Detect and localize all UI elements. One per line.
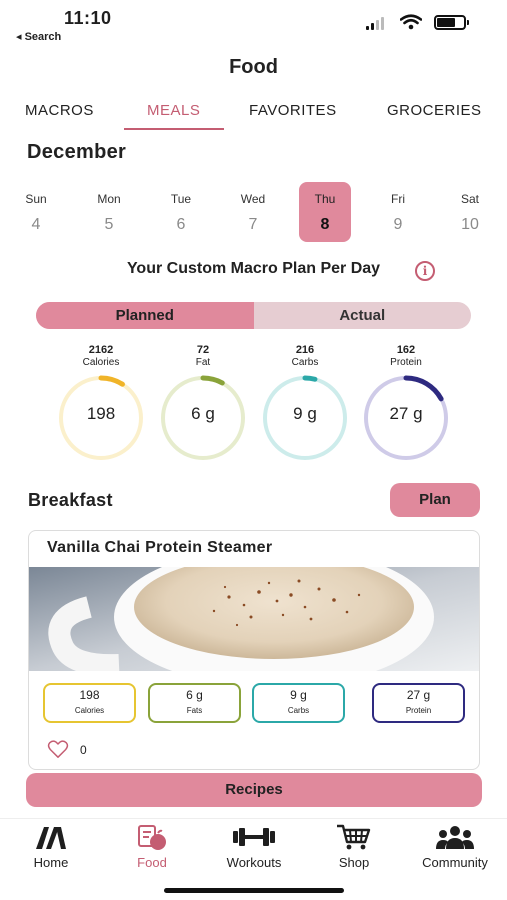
nav-label: Community (422, 855, 488, 870)
info-icon[interactable]: i (415, 261, 435, 281)
protein-progress-ring (363, 375, 449, 461)
chip-label: Calories (74, 706, 105, 715)
heart-icon[interactable] (47, 739, 69, 759)
day-sat[interactable]: Sat 10 (444, 182, 496, 242)
day-mon[interactable]: Mon 5 (83, 182, 135, 242)
day-name: Wed (240, 192, 266, 206)
macro-ring-value: 27 g (389, 404, 423, 423)
macro-plan-heading: Your Custom Macro Plan Per Day (126, 260, 381, 277)
nav-label: Shop (338, 855, 370, 870)
nav-community[interactable]: Community (410, 823, 500, 870)
recipe-fats-chip: 6 g Fats (148, 683, 241, 723)
back-to-search-link[interactable]: ◂ Search (16, 31, 62, 43)
nav-label: Home (33, 855, 69, 870)
day-wed[interactable]: Wed 7 (227, 182, 279, 242)
calories-progress-ring (58, 375, 144, 461)
tab-macros[interactable]: MACROS (25, 102, 94, 119)
community-icon (436, 826, 474, 849)
macro-name: Carbs (291, 357, 319, 368)
tab-groceries[interactable]: GROCERIES (387, 102, 482, 119)
day-name: Sat (460, 192, 479, 206)
status-time: 11:10 (64, 8, 112, 28)
planned-toggle-option[interactable]: Planned (36, 302, 254, 329)
recipe-calories-chip: 198 Calories (43, 683, 136, 723)
nav-label: Workouts (226, 855, 282, 870)
chip-value: 27 g (406, 688, 431, 702)
macro-carbs: 216 Carbs 9 g (260, 344, 350, 462)
recipe-carbs-chip: 9 g Carbs (252, 683, 345, 723)
recipe-protein-chip: 27 g Protein (372, 683, 465, 723)
macro-target: 216 (295, 344, 315, 356)
day-date: 9 (393, 216, 403, 233)
day-date: 5 (104, 216, 114, 233)
food-icon (138, 825, 166, 850)
cellular-signal-icon (366, 16, 384, 30)
week-strip: Sun 4 Mon 5 Tue 6 Wed 7 Thu 8 Fri 9 Sat 10 (0, 182, 507, 244)
home-indicator (164, 888, 344, 893)
month-label: December (27, 141, 127, 163)
recipes-button[interactable]: Recipes (26, 773, 482, 807)
macro-name: Fat (195, 357, 211, 368)
day-name: Mon (97, 192, 121, 206)
chip-value: 9 g (290, 688, 307, 702)
day-name: Sun (25, 192, 47, 206)
recipe-title: Vanilla Chai Protein Steamer (47, 539, 273, 556)
day-name: Fri (391, 192, 405, 206)
macro-ring-value: 198 (86, 404, 116, 423)
day-date: 4 (31, 216, 41, 233)
day-date: 10 (461, 216, 479, 233)
wifi-icon (400, 14, 422, 30)
bottom-navigation: Home Food Workouts Sh (0, 818, 507, 900)
nav-shop[interactable]: Shop (309, 823, 399, 870)
macro-protein: 162 Protein 27 g (361, 344, 451, 462)
dumbbell-icon (233, 828, 275, 846)
day-sun[interactable]: Sun 4 (10, 182, 62, 242)
actual-toggle-option[interactable]: Actual (339, 307, 386, 324)
tab-favorites[interactable]: FAVORITES (249, 102, 337, 119)
nav-home[interactable]: Home (6, 823, 96, 870)
nav-label: Food (137, 855, 167, 870)
day-fri[interactable]: Fri 9 (372, 182, 424, 242)
day-date: 7 (248, 216, 258, 233)
planned-actual-toggle: Planned Actual (36, 302, 471, 329)
active-tab-indicator (124, 128, 224, 130)
status-bar: 11:10 ◂ Search (0, 0, 507, 46)
chip-label: Protein (405, 706, 432, 715)
recipe-card[interactable]: Vanilla Chai Protein Steamer (28, 530, 480, 770)
macro-name: Protein (390, 357, 422, 368)
chip-label: Fats (186, 706, 203, 715)
chip-label: Carbs (287, 706, 310, 715)
meal-section-title: Breakfast (28, 490, 113, 510)
chip-value: 198 (79, 688, 100, 702)
macro-ring-value: 9 g (293, 404, 317, 423)
macro-fat: 72 Fat 6 g (158, 344, 248, 462)
carbs-progress-ring (262, 375, 348, 461)
macro-ring-value: 6 g (191, 404, 215, 423)
like-count: 0 (80, 743, 87, 757)
day-date: 6 (176, 216, 186, 233)
macro-target: 72 (196, 344, 210, 356)
recipe-photo (29, 567, 479, 671)
macro-target: 162 (396, 344, 416, 356)
day-name: Tue (170, 192, 192, 206)
day-date: 8 (320, 216, 330, 233)
tab-meals[interactable]: MEALS (147, 102, 201, 119)
day-tue[interactable]: Tue 6 (155, 182, 207, 242)
macro-name: Calories (82, 357, 120, 368)
section-tabs: MACROS MEALS FAVORITES GROCERIES (0, 96, 507, 132)
fat-progress-ring (160, 375, 246, 461)
chip-value: 6 g (186, 688, 203, 702)
page-title: Food (229, 56, 278, 78)
macro-calories: 2162 Calories 198 (56, 344, 146, 462)
plan-button[interactable]: Plan (390, 483, 480, 517)
nav-food[interactable]: Food (107, 823, 197, 870)
cart-icon (337, 824, 371, 850)
macro-target: 2162 (88, 344, 114, 356)
battery-icon (434, 15, 469, 30)
nav-workouts[interactable]: Workouts (209, 823, 299, 870)
home-logo-icon (36, 827, 66, 849)
day-thu-selected[interactable]: Thu 8 (299, 182, 351, 242)
day-name: Thu (314, 192, 336, 206)
